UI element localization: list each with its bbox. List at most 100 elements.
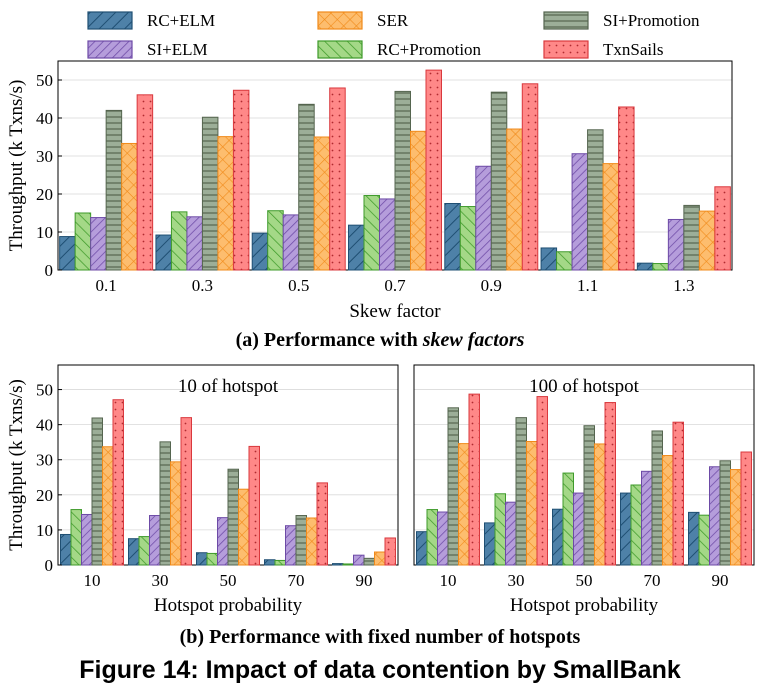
legend-swatch-si-promotion <box>543 11 589 30</box>
hot100-xtick-label: 90 <box>712 571 729 590</box>
hot10-ytick-label: 40 <box>36 416 53 435</box>
hot10-bar-rc-elm-10 <box>60 533 72 566</box>
hot10-ytick-label: 20 <box>36 486 53 505</box>
skew-bar-ser-0-9 <box>506 128 523 271</box>
hot100-bar-txnsails-90 <box>740 451 752 566</box>
skew-bar-rc-elm-0-7 <box>348 224 365 271</box>
hot100-bar-ser-70 <box>662 455 674 566</box>
hot10-bar-rc-elm-90 <box>332 563 344 566</box>
skew-bar-rc-promotion-0-3 <box>170 211 188 271</box>
skew-bar-ser-1-1 <box>602 163 620 271</box>
hot10-bar-rc-elm-50 <box>196 552 208 566</box>
hot100-bar-si-promotion-70 <box>651 430 663 566</box>
hot100-bar-txnsails-50 <box>604 402 616 566</box>
hot100-bar-rc-elm-50 <box>552 508 564 566</box>
skew-ytick-label: 10 <box>36 223 53 242</box>
hot100-bar-rc-promotion-10 <box>426 509 438 566</box>
skew-bar-rc-promotion-1-1 <box>556 251 573 271</box>
figure-caption: Figure 14: Impact of data contention by … <box>79 656 681 684</box>
hot100-bar-rc-promotion-70 <box>630 484 642 566</box>
skew-bar-si-elm-0-3 <box>186 216 203 271</box>
hot100-bar-si-elm-50 <box>573 492 585 566</box>
hot100-xtick-label: 70 <box>644 571 661 590</box>
hot100-bar-rc-elm-70 <box>620 492 632 566</box>
skew-bar-rc-promotion-0-9 <box>459 206 477 271</box>
hot100-bar-si-promotion-50 <box>583 425 595 566</box>
legend-label-si-elm: SI+ELM <box>147 40 208 59</box>
skew-bar-ser-0-3 <box>217 136 234 271</box>
hot10-ylabel: Throughput (k Txns/s) <box>6 379 27 551</box>
hot10-bar-si-elm-30 <box>149 515 161 566</box>
skew-xtick-label: 1.1 <box>577 276 598 295</box>
hot100-bar-si-elm-10 <box>437 511 449 566</box>
skew-bar-ser-0-7 <box>410 130 427 271</box>
hot100-inset-title: 100 of hotspot <box>529 376 640 397</box>
skew-bar-si-elm-1-3 <box>667 218 685 271</box>
legend-swatch-rc-elm <box>87 11 133 30</box>
hot10-bar-si-promotion-30 <box>159 441 171 566</box>
legend-label-ser: SER <box>377 11 409 30</box>
skew-bar-txnsails-0-7 <box>425 69 442 271</box>
legend-label-rc-promotion: RC+Promotion <box>377 40 482 59</box>
hot100-bar-si-promotion-30 <box>515 417 527 566</box>
legend-label-rc-elm: RC+ELM <box>147 11 215 30</box>
hot100-bar-rc-promotion-90 <box>698 514 710 566</box>
hot10-bar-si-promotion-70 <box>295 515 307 566</box>
skew-xtick-label: 0.7 <box>384 276 406 295</box>
hot10-bar-txnsails-30 <box>180 417 192 566</box>
hot10-ytick-label: 0 <box>45 556 54 575</box>
skew-bar-rc-elm-0-1 <box>59 236 76 271</box>
skew-bar-ser-0-1 <box>121 142 138 271</box>
skew-xlabel: Skew factor <box>349 301 441 322</box>
skew-bar-txnsails-0-1 <box>136 94 154 271</box>
subcaption-b: (b) Performance with fixed number of hot… <box>180 626 581 648</box>
skew-bar-ser-0-5 <box>313 136 331 271</box>
chart-10-hotspot: 10 30 50 70 90 0 10 20 30 40 50 Hotspot probability… <box>6 364 399 616</box>
skew-bar-si-promotion-0-5 <box>298 103 315 271</box>
chart-100-hotspot: 10 30 50 70 90 Hotspot probability 100 of hots… <box>413 364 755 616</box>
hot10-bar-si-promotion-10 <box>91 417 103 566</box>
hot100-bar-rc-promotion-50 <box>562 472 574 566</box>
hot100-bar-ser-30 <box>526 440 538 566</box>
hot10-inset-title: 10 of hotspot <box>178 376 279 397</box>
hot10-bar-si-elm-90 <box>353 554 365 566</box>
legend: RC+ELM SI+ELM SER RC+Promotion SI+Promotion T… <box>87 11 700 59</box>
hot10-bar-si-elm-10 <box>81 513 93 566</box>
hot10-bar-rc-promotion-10 <box>70 509 82 566</box>
hot100-bar-rc-elm-30 <box>484 522 496 566</box>
hot10-bar-si-promotion-90 <box>363 557 375 566</box>
chart-skew-factors: 0.1 0.3 0.5 0.7 0.9 1.1 1.3 0 10 20 30 40 50 Skew fac… <box>6 60 733 322</box>
hot100-bar-ser-90 <box>730 469 742 566</box>
hot10-ytick-label: 10 <box>36 521 53 540</box>
hot10-bar-rc-promotion-50 <box>206 552 218 566</box>
hot100-bar-rc-promotion-30 <box>494 493 506 566</box>
hot100-bar-ser-10 <box>458 443 470 566</box>
legend-label-txnsails: TxnSails <box>603 40 663 59</box>
hot100-xtick-label: 50 <box>576 571 593 590</box>
hot10-bar-rc-elm-30 <box>128 538 140 566</box>
hot10-bar-txnsails-50 <box>248 445 260 566</box>
legend-label-si-promotion: SI+Promotion <box>603 11 700 30</box>
skew-bar-si-promotion-0-3 <box>201 116 219 271</box>
skew-bar-si-elm-0-9 <box>475 165 492 271</box>
hot100-bar-si-elm-70 <box>641 470 653 566</box>
hot100-bar-si-promotion-10 <box>447 407 459 566</box>
skew-bar-txnsails-1-1 <box>618 106 635 271</box>
hot10-bar-ser-10 <box>102 446 114 566</box>
hot10-ytick-label: 30 <box>36 451 53 470</box>
legend-swatch-ser <box>317 11 363 30</box>
hot10-xtick-label: 50 <box>220 571 237 590</box>
skew-bar-rc-promotion-0-7 <box>363 195 380 271</box>
skew-bar-rc-promotion-1-3 <box>652 263 669 271</box>
skew-bar-si-promotion-1-1 <box>587 129 604 271</box>
skew-bar-si-promotion-0-7 <box>394 90 411 271</box>
skew-bar-txnsails-0-3 <box>232 89 250 271</box>
hot10-ytick-label: 50 <box>36 381 53 400</box>
skew-bar-txnsails-1-3 <box>714 186 731 271</box>
skew-bar-si-promotion-1-3 <box>683 204 700 271</box>
subcaption-a: (a) Performance with skew factors <box>236 329 525 351</box>
skew-bar-si-elm-0-1 <box>90 217 107 271</box>
hot100-xtick-label: 10 <box>440 571 457 590</box>
skew-ytick-label: 50 <box>36 71 53 90</box>
skew-bar-ser-1-3 <box>698 210 716 271</box>
